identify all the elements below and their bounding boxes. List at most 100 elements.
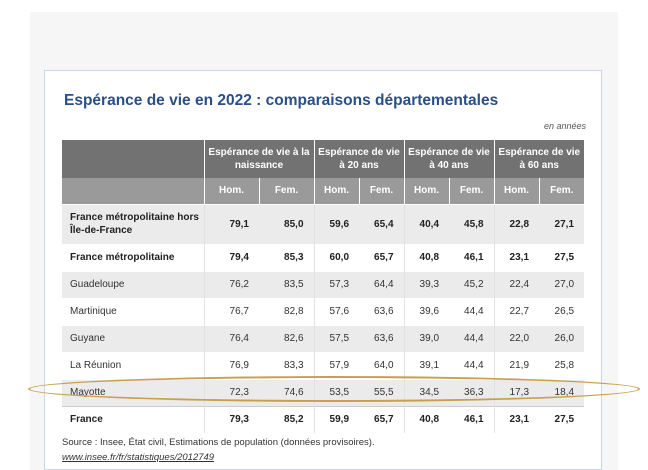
row-label: France métropolitaine hors Île-de-France xyxy=(62,203,204,244)
cell-value: 65,7 xyxy=(359,243,405,271)
cell-value: 85,3 xyxy=(259,243,315,271)
cell-value: 45,8 xyxy=(449,203,495,244)
cell-value: 59,6 xyxy=(313,203,360,244)
cell-value: 74,6 xyxy=(259,378,315,406)
cell-value: 82,8 xyxy=(259,297,315,325)
cell-value: 25,8 xyxy=(539,351,585,379)
unit-note: en années xyxy=(543,121,586,131)
table-row: Martinique 76,7 82,8 57,6 63,6 39,6 44,4 22,7 26… xyxy=(62,297,585,325)
cell-value: 83,3 xyxy=(259,351,315,379)
cell-value: 27,0 xyxy=(539,270,585,298)
cell-value: 72,3 xyxy=(203,378,259,406)
cell-value: 22,0 xyxy=(493,324,540,352)
sub-header: Hom. xyxy=(403,178,450,204)
cell-value: 57,6 xyxy=(313,297,360,325)
cell-value: 64,4 xyxy=(359,270,405,298)
cell-value: 22,7 xyxy=(493,297,540,325)
cell-value: 40,8 xyxy=(403,243,450,271)
figure-title: Espérance de vie en 2022 : comparaisons … xyxy=(64,92,499,109)
sub-header: Fem. xyxy=(448,178,495,204)
source-note: Source : Insee, État civil, Estimations … xyxy=(62,437,375,448)
cell-value: 76,2 xyxy=(203,270,259,298)
cell-value: 40,8 xyxy=(403,405,450,433)
cell-value: 82,6 xyxy=(259,324,315,352)
cell-value: 39,6 xyxy=(403,297,450,325)
cell-value: 46,1 xyxy=(449,405,495,433)
cell-value: 22,4 xyxy=(493,270,540,298)
table-row: Guadeloupe 76,2 83,5 57,3 64,4 39,3 45,2 22,4 27… xyxy=(62,270,585,298)
cell-value: 79,4 xyxy=(203,243,259,271)
cell-value: 27,5 xyxy=(539,243,585,271)
cell-value: 60,0 xyxy=(313,243,360,271)
cell-value: 63,6 xyxy=(359,324,405,352)
cell-value: 39,0 xyxy=(403,324,450,352)
cell-value: 39,1 xyxy=(403,351,450,379)
cell-value: 45,2 xyxy=(449,270,495,298)
group-header: Espérance de vie à 40 ans xyxy=(403,140,495,178)
cell-value: 57,5 xyxy=(313,324,360,352)
cell-value: 22,8 xyxy=(493,203,540,244)
row-label: Mayotte xyxy=(62,378,204,406)
cell-value: 57,9 xyxy=(313,351,360,379)
group-header-row: Espérance de vie à la naissance Espéranc… xyxy=(62,140,585,178)
cell-value: 26,5 xyxy=(539,297,585,325)
row-label: La Réunion xyxy=(62,351,204,379)
table-body: France métropolitaine hors Île-de-France… xyxy=(62,203,585,433)
row-label: Guadeloupe xyxy=(62,270,204,298)
table-row: La Réunion 76,9 83,3 57,9 64,0 39,1 44,4 21,9 25… xyxy=(62,351,585,379)
cell-value: 23,1 xyxy=(493,405,540,433)
cell-value: 83,5 xyxy=(259,270,315,298)
group-header: Espérance de vie à la naissance xyxy=(203,140,315,178)
cell-value: 76,7 xyxy=(203,297,259,325)
cell-value: 55,5 xyxy=(359,378,405,406)
cell-value: 65,7 xyxy=(359,405,405,433)
cell-value: 59,9 xyxy=(313,405,360,433)
table-row: France 79,3 85,2 59,9 65,7 40,8 46,1 23,1 27,5 xyxy=(62,405,585,433)
sub-header: Fem. xyxy=(258,178,315,204)
cell-value: 27,5 xyxy=(539,405,585,433)
header-corner xyxy=(62,140,204,178)
cell-value: 40,4 xyxy=(403,203,450,244)
cell-value: 23,1 xyxy=(493,243,540,271)
cell-value: 18,4 xyxy=(539,378,585,406)
sub-header: Hom. xyxy=(313,178,360,204)
sub-header: Hom. xyxy=(203,178,259,204)
table-row: France métropolitaine 79,4 85,3 60,0 65,7 40,… xyxy=(62,243,585,271)
cell-value: 65,4 xyxy=(359,203,405,244)
life-expectancy-table: Espérance de vie à la naissance Espéranc… xyxy=(62,140,585,433)
cell-value: 79,1 xyxy=(203,203,259,244)
cell-value: 53,5 xyxy=(313,378,360,406)
cell-value: 34,5 xyxy=(403,378,450,406)
cell-value: 44,4 xyxy=(449,297,495,325)
cell-value: 79,3 xyxy=(203,405,259,433)
group-header: Espérance de vie à 60 ans xyxy=(493,140,585,178)
cell-value: 57,3 xyxy=(313,270,360,298)
cell-value: 44,4 xyxy=(449,351,495,379)
row-label: France xyxy=(62,405,204,433)
cell-value: 36,3 xyxy=(449,378,495,406)
row-label: Martinique xyxy=(62,297,204,325)
cell-value: 21,9 xyxy=(493,351,540,379)
cell-value: 85,0 xyxy=(259,203,315,244)
cell-value: 39,3 xyxy=(403,270,450,298)
sub-header-row: Hom. Fem. Hom. Fem. Hom. Fem. Hom. Fem. xyxy=(62,178,585,204)
row-label: Guyane xyxy=(62,324,204,352)
cell-value: 64,0 xyxy=(359,351,405,379)
cell-value: 17,3 xyxy=(493,378,540,406)
group-header: Espérance de vie à 20 ans xyxy=(313,140,405,178)
cell-value: 26,0 xyxy=(539,324,585,352)
cell-value: 76,9 xyxy=(203,351,259,379)
table-row: France métropolitaine hors Île-de-France… xyxy=(62,203,585,244)
sub-header: Fem. xyxy=(358,178,405,204)
cell-value: 85,2 xyxy=(259,405,315,433)
header-corner xyxy=(62,178,204,204)
source-link[interactable]: www.insee.fr/fr/statistiques/2012749 xyxy=(62,452,215,463)
sub-header: Hom. xyxy=(493,178,540,204)
row-label: France métropolitaine xyxy=(62,243,204,271)
table-row-highlighted: Mayotte 72,3 74,6 53,5 55,5 34,5 36,3 17,3 18,4 xyxy=(62,378,585,406)
cell-value: 76,4 xyxy=(203,324,259,352)
table-row: Guyane 76,4 82,6 57,5 63,6 39,0 44,4 22,0 26,0 xyxy=(62,324,585,352)
cell-value: 46,1 xyxy=(449,243,495,271)
sub-header: Fem. xyxy=(538,178,585,204)
cell-value: 44,4 xyxy=(449,324,495,352)
